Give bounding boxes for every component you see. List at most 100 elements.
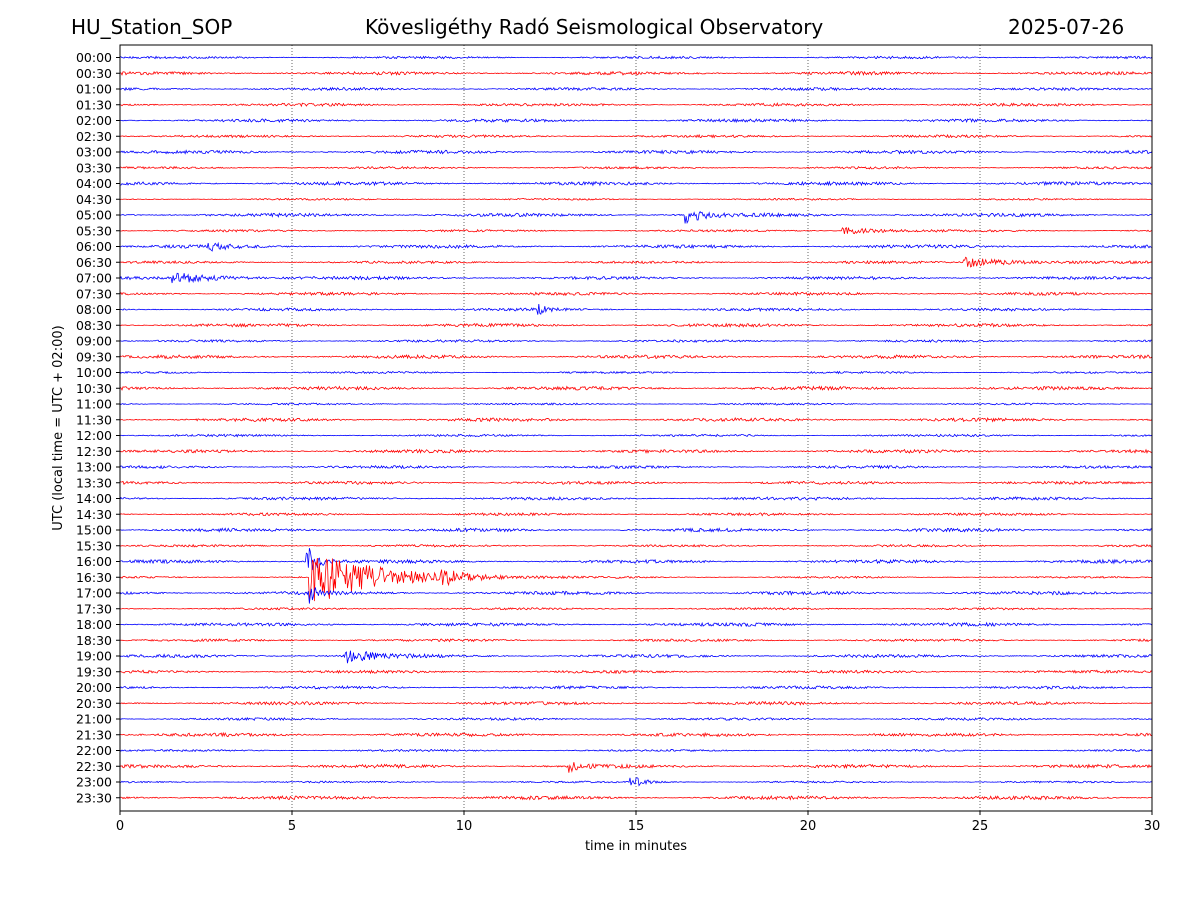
y-tick-label-05:00: 05:00 (76, 208, 112, 223)
date-title: 2025-07-26 (1008, 15, 1125, 39)
grid-lines (291, 45, 981, 811)
trace-17:00 (119, 587, 1153, 604)
y-axis: 00:0000:3001:0001:3002:0002:3003:0003:30… (76, 50, 120, 805)
y-tick-label-10:30: 10:30 (76, 381, 112, 396)
y-tick-label-16:00: 16:00 (76, 554, 112, 569)
observatory-title: Kövesligéthy Radó Seismological Observat… (365, 15, 824, 39)
trace-00:00 (119, 55, 1153, 60)
trace-21:30 (119, 731, 1153, 738)
trace-01:30 (120, 102, 1153, 108)
trace-04:30 (119, 197, 1153, 201)
trace-05:00 (119, 210, 1153, 225)
y-tick-label-01:00: 01:00 (76, 82, 112, 97)
y-tick-label-09:00: 09:00 (76, 334, 112, 349)
trace-19:30 (119, 669, 1153, 675)
y-tick-label-13:00: 13:00 (76, 460, 112, 475)
y-tick-label-15:00: 15:00 (76, 523, 112, 538)
trace-06:30 (119, 256, 1153, 268)
y-tick-label-21:30: 21:30 (76, 727, 112, 742)
trace-02:00 (119, 118, 1153, 124)
trace-19:00 (119, 650, 1153, 664)
trace-03:30 (119, 165, 1153, 170)
trace-07:00 (119, 272, 1153, 284)
trace-12:00 (119, 433, 1153, 438)
x-tick-label-20: 20 (800, 819, 817, 834)
trace-08:30 (119, 322, 1153, 328)
y-tick-label-12:30: 12:30 (76, 444, 112, 459)
trace-06:00 (119, 241, 1153, 252)
y-axis-label: UTC (local time = UTC + 02:00) (51, 325, 66, 530)
trace-18:30 (119, 638, 1153, 643)
y-tick-label-07:30: 07:30 (76, 286, 112, 301)
trace-20:00 (119, 685, 1152, 690)
x-tick-label-15: 15 (628, 819, 645, 834)
y-tick-label-10:00: 10:00 (76, 365, 112, 380)
y-tick-label-20:30: 20:30 (76, 696, 112, 711)
y-tick-label-14:30: 14:30 (76, 507, 112, 522)
y-tick-label-03:00: 03:00 (76, 145, 112, 160)
trace-01:00 (119, 86, 1152, 92)
trace-18:00 (119, 621, 1153, 628)
trace-13:30 (119, 480, 1153, 486)
trace-15:30 (119, 543, 1153, 548)
y-tick-label-18:30: 18:30 (76, 633, 112, 648)
y-tick-label-22:30: 22:30 (76, 759, 112, 774)
trace-17:30 (119, 607, 1153, 611)
y-tick-label-02:30: 02:30 (76, 129, 112, 144)
x-tick-label-5: 5 (288, 819, 296, 834)
y-tick-label-12:00: 12:00 (76, 428, 112, 443)
trace-20:30 (119, 700, 1153, 706)
y-tick-label-11:00: 11:00 (76, 397, 112, 412)
y-tick-label-22:00: 22:00 (76, 743, 112, 758)
y-tick-label-04:30: 04:30 (76, 192, 112, 207)
trace-10:30 (119, 385, 1153, 391)
trace-09:30 (119, 354, 1153, 360)
station-title: HU_Station_SOP (71, 15, 233, 39)
trace-02:30 (119, 133, 1153, 139)
x-tick-label-30: 30 (1144, 819, 1161, 834)
y-tick-label-18:00: 18:00 (76, 617, 112, 632)
trace-16:00 (119, 547, 1153, 571)
y-tick-label-03:30: 03:30 (76, 160, 112, 175)
y-tick-label-00:00: 00:00 (76, 50, 112, 65)
trace-14:00 (119, 496, 1153, 501)
y-tick-label-17:30: 17:30 (76, 601, 112, 616)
trace-23:00 (119, 777, 1153, 787)
y-tick-label-01:30: 01:30 (76, 97, 112, 112)
x-tick-label-10: 10 (456, 819, 473, 834)
y-tick-label-13:30: 13:30 (76, 475, 112, 490)
trace-22:00 (119, 748, 1153, 753)
y-tick-label-06:30: 06:30 (76, 255, 112, 270)
y-tick-label-00:30: 00:30 (76, 66, 112, 81)
trace-23:30 (119, 795, 1153, 801)
y-tick-label-04:00: 04:00 (76, 176, 112, 191)
x-axis: 0 5 10 15 20 25 30 (116, 811, 1160, 834)
seismic-traces (119, 55, 1153, 801)
y-tick-label-16:30: 16:30 (76, 570, 112, 585)
trace-04:00 (119, 180, 1153, 187)
y-tick-label-07:00: 07:00 (76, 271, 112, 286)
trace-16:30 (119, 558, 1153, 602)
y-tick-label-11:30: 11:30 (76, 412, 112, 427)
trace-15:00 (119, 527, 1153, 533)
x-tick-label-0: 0 (116, 819, 124, 834)
y-tick-label-02:00: 02:00 (76, 113, 112, 128)
y-tick-label-15:30: 15:30 (76, 538, 112, 553)
trace-00:30 (119, 70, 1153, 77)
y-tick-label-05:30: 05:30 (76, 223, 112, 238)
trace-22:30 (119, 762, 1153, 773)
y-tick-label-08:30: 08:30 (76, 318, 112, 333)
trace-07:30 (119, 291, 1153, 297)
y-tick-label-19:00: 19:00 (76, 649, 112, 664)
y-tick-label-23:00: 23:00 (76, 775, 112, 790)
trace-05:30 (119, 226, 1153, 235)
trace-11:00 (119, 402, 1153, 406)
trace-21:00 (119, 716, 1153, 722)
y-tick-label-08:00: 08:00 (76, 302, 112, 317)
trace-12:30 (119, 448, 1153, 454)
trace-09:00 (119, 339, 1153, 344)
trace-08:00 (119, 303, 1153, 315)
y-tick-label-14:00: 14:00 (76, 491, 112, 506)
y-tick-label-17:00: 17:00 (76, 586, 112, 601)
